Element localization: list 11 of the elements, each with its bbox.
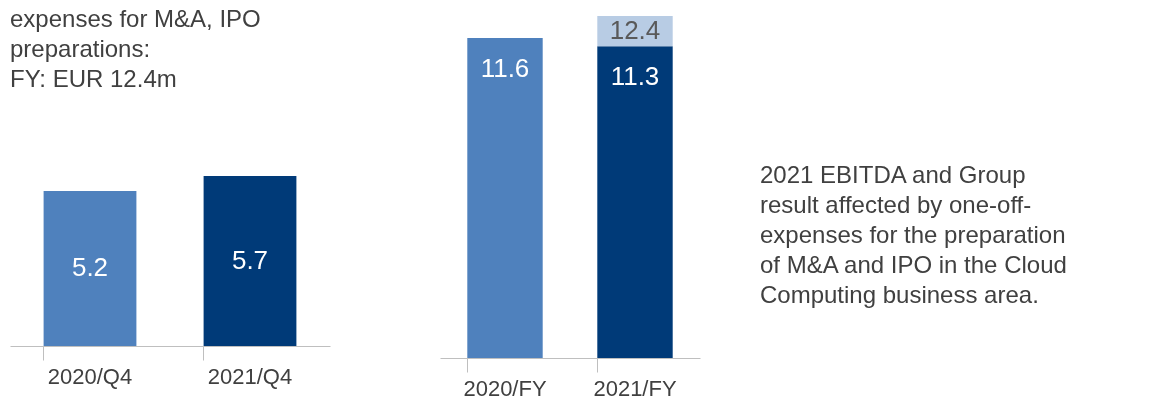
data-label: 5.2 <box>71 252 109 283</box>
x-tick-label: 2021/FY <box>593 375 677 400</box>
total-label: 12.4 <box>609 15 661 45</box>
x-tick-label: 2020/Q4 <box>47 363 133 389</box>
data-label: 11.6 <box>480 53 530 84</box>
x-tick-label: 2021/Q4 <box>207 363 293 389</box>
data-label: 5.7 <box>231 245 269 275</box>
data-label: 11.3 <box>610 61 660 92</box>
text: 2021 EBITDA and Group result affected by one-off- expenses for the preparation of M&A and IPO in the Cloud Computing business area. <box>760 161 1067 308</box>
x-tick-label: 2020/FY <box>463 375 547 400</box>
text: expenses for M&A, IPO preparations: FY: EUR 12.4m <box>10 5 261 92</box>
